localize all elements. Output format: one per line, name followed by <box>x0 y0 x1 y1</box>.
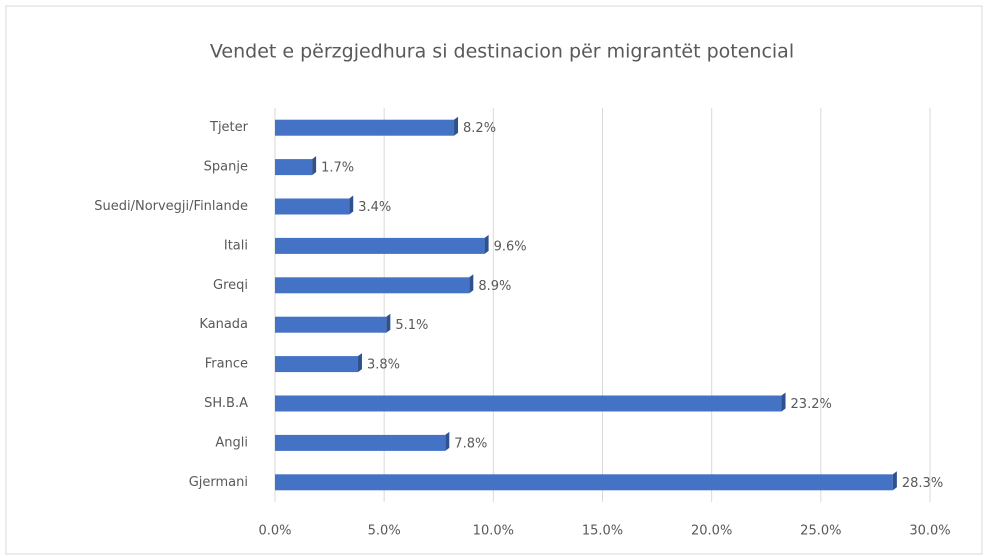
data-label: 8.2% <box>463 121 496 136</box>
bar-side <box>312 156 317 176</box>
bar-side <box>357 353 362 373</box>
bar <box>275 159 313 176</box>
bar <box>275 395 782 412</box>
x-tick-label: 30.0% <box>909 524 950 539</box>
bar-side <box>469 274 474 294</box>
x-tick-label: 5.0% <box>368 524 401 539</box>
y-tick-label: France <box>205 357 248 372</box>
y-tick-label: Greqi <box>213 278 248 293</box>
chart-frame <box>5 5 983 555</box>
bar <box>275 434 446 451</box>
bar-side <box>454 116 459 136</box>
data-label: 1.7% <box>321 161 354 176</box>
bar-side <box>781 392 786 412</box>
data-label: 28.3% <box>902 476 943 491</box>
bar-side <box>349 195 354 215</box>
bar-side <box>386 313 391 333</box>
bar <box>275 356 358 373</box>
x-tick-label: 0.0% <box>258 524 291 539</box>
y-tick-label: Itali <box>224 238 248 253</box>
bar <box>275 198 350 215</box>
data-label: 3.8% <box>367 358 400 373</box>
chart-title: Vendet e përzgjedhura si destinacion për… <box>210 41 794 63</box>
y-tick-label: Gjermani <box>189 475 248 490</box>
y-tick-label: Suedi/Norvegji/Finlande <box>94 199 248 214</box>
x-tick-label: 15.0% <box>582 524 623 539</box>
data-label: 23.2% <box>791 397 832 412</box>
x-tick-label: 25.0% <box>800 524 841 539</box>
bar <box>275 316 387 333</box>
x-tick-label: 10.0% <box>473 524 514 539</box>
bar-side <box>892 471 897 491</box>
data-label: 9.6% <box>494 239 527 254</box>
y-tick-label: SH.B.A <box>204 396 248 411</box>
bar-side <box>445 431 450 451</box>
bar <box>275 237 485 254</box>
bar <box>275 474 893 491</box>
data-label: 5.1% <box>395 318 428 333</box>
y-tick-label: Angli <box>215 435 248 450</box>
data-label: 3.4% <box>358 200 391 215</box>
y-tick-label: Kanada <box>199 317 248 332</box>
bar-side <box>484 234 489 254</box>
x-tick-label: 20.0% <box>691 524 732 539</box>
y-tick-label: Tjeter <box>209 120 249 135</box>
y-tick-label: Spanje <box>204 160 248 175</box>
bar <box>275 277 470 294</box>
data-label: 7.8% <box>454 436 487 451</box>
bar <box>275 119 455 136</box>
data-label: 8.9% <box>478 279 511 294</box>
